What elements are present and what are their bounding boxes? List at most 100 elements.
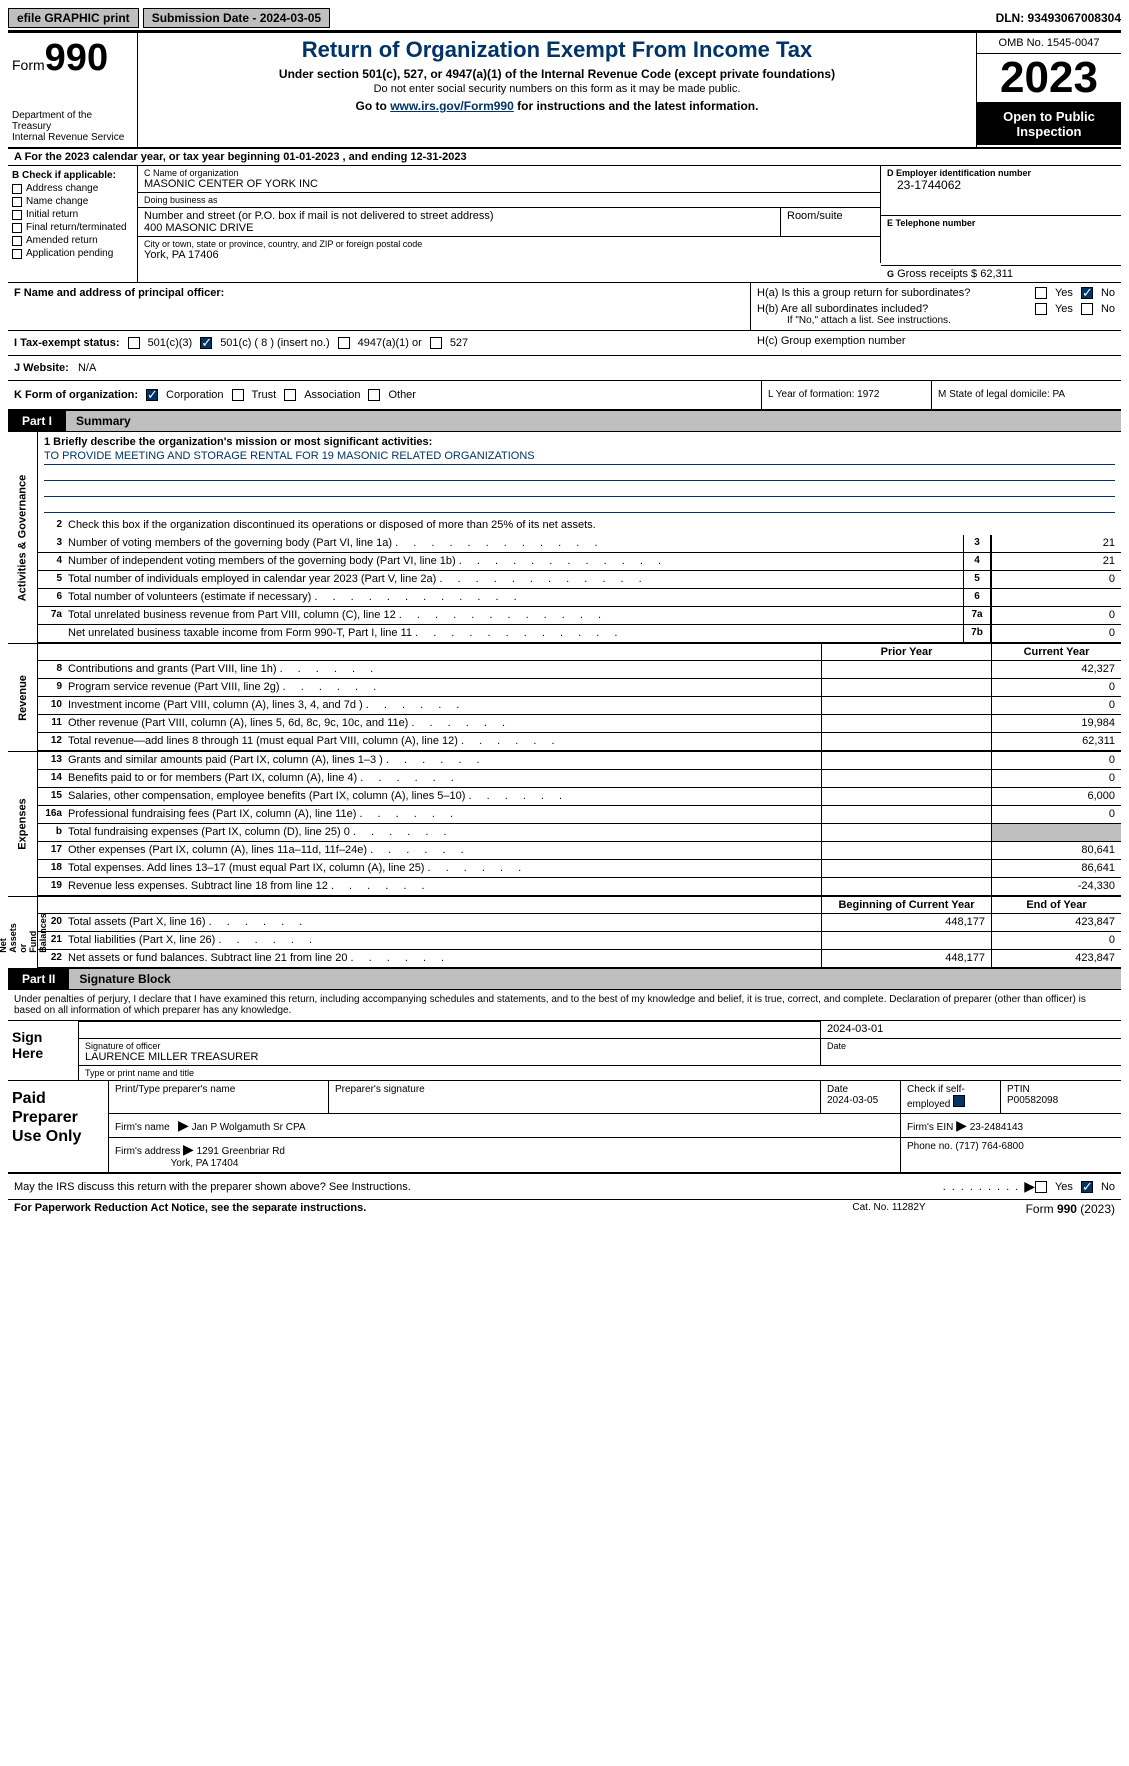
footer-left: For Paperwork Reduction Act Notice, see …	[14, 1202, 852, 1216]
part1-title: Summary	[66, 411, 1121, 431]
sign-here-label: Sign Here	[8, 1021, 78, 1080]
line2: Check this box if the organization disco…	[66, 517, 1121, 535]
sign-date: 2024-03-01	[827, 1023, 1115, 1035]
sign-date-label: Date	[827, 1041, 846, 1051]
ha-yes[interactable]	[1035, 287, 1047, 299]
city: York, PA 17406	[144, 249, 874, 261]
tax-year: 2023	[977, 54, 1121, 103]
firm-addr2: York, PA 17404	[171, 1158, 239, 1169]
prep-name-label: Print/Type preparer's name	[109, 1081, 329, 1113]
firm-phone: (717) 764-6800	[955, 1141, 1023, 1152]
end-year-hdr: End of Year	[991, 897, 1121, 913]
discuss-text: May the IRS discuss this return with the…	[14, 1181, 943, 1193]
chk-address[interactable]	[12, 184, 22, 194]
chk-initial[interactable]	[12, 210, 22, 220]
form-number: 990	[45, 37, 108, 79]
discuss-no[interactable]	[1081, 1181, 1093, 1193]
vtab-revenue: Revenue	[8, 644, 38, 751]
j-label: J Website:	[14, 362, 69, 374]
hb-yes[interactable]	[1035, 303, 1047, 315]
part2-title: Signature Block	[69, 969, 1121, 989]
dba-label: Doing business as	[144, 195, 874, 205]
chk-name[interactable]	[12, 197, 22, 207]
section-b-label: B Check if applicable:	[12, 170, 133, 181]
mission-blank1	[44, 465, 1115, 481]
efile-button[interactable]: efile GRAPHIC print	[8, 8, 139, 28]
hb-label: H(b) Are all subordinates included?	[757, 303, 1029, 315]
vtab-expenses: Expenses	[8, 752, 38, 896]
goto-post: for instructions and the latest informat…	[514, 99, 759, 113]
part2-header: Part II Signature Block	[8, 969, 1121, 989]
curr-year-hdr: Current Year	[991, 644, 1121, 660]
form-prefix: Form	[12, 57, 45, 73]
prep-date: 2024-03-05	[827, 1095, 894, 1106]
hb-note: If "No," attach a list. See instructions…	[757, 315, 1115, 326]
firm-name: Jan P Wolgamuth Sr CPA	[192, 1122, 306, 1133]
chk-pending[interactable]	[12, 249, 22, 259]
officer-name: LAURENCE MILLER TREASURER	[85, 1051, 814, 1063]
mission-blank3	[44, 497, 1115, 513]
section-bcd-grid: B Check if applicable: Address change Na…	[8, 166, 1121, 283]
i-label: I Tax-exempt status:	[14, 337, 120, 349]
chk-final[interactable]	[12, 223, 22, 233]
org-name: MASONIC CENTER OF YORK INC	[144, 178, 874, 190]
vtab-netassets: Net Assets or Fund Balances	[8, 897, 38, 968]
section-a: A For the 2023 calendar year, or tax yea…	[8, 147, 1121, 166]
k-label: K Form of organization:	[14, 389, 138, 401]
sig-officer-label: Signature of officer	[85, 1041, 160, 1051]
open-public-badge: Open to Public Inspection	[977, 103, 1121, 145]
discuss-yes[interactable]	[1035, 1181, 1047, 1193]
i-527[interactable]	[430, 337, 442, 349]
ha-no[interactable]	[1081, 287, 1093, 299]
dln: DLN: 93493067008304	[996, 11, 1121, 25]
part1-header: Part I Summary	[8, 411, 1121, 431]
e-label: E Telephone number	[887, 218, 1115, 228]
k-trust[interactable]	[232, 389, 244, 401]
sig-intro: Under penalties of perjury, I declare th…	[8, 989, 1121, 1021]
part2-tab: Part II	[8, 969, 69, 989]
section-m: M State of legal domicile: PA	[931, 381, 1121, 409]
mission-text: TO PROVIDE MEETING AND STORAGE RENTAL FO…	[44, 448, 1115, 465]
ptin: P00582098	[1007, 1095, 1115, 1106]
firm-ein: 23-2484143	[970, 1122, 1023, 1133]
hb-no[interactable]	[1081, 303, 1093, 315]
gross-receipts: Gross receipts $ 62,311	[897, 268, 1013, 280]
footer-form: 990	[1057, 1202, 1077, 1216]
top-bar: efile GRAPHIC print Submission Date - 20…	[8, 8, 1121, 32]
ein: 23-1744062	[887, 178, 1115, 192]
footer-cat: Cat. No. 11282Y	[852, 1202, 925, 1216]
part1-tab: Part I	[8, 411, 66, 431]
self-emp-chk[interactable]	[953, 1095, 965, 1107]
mission-blank2	[44, 481, 1115, 497]
i-501c3[interactable]	[128, 337, 140, 349]
website: N/A	[78, 362, 96, 374]
omb-number: OMB No. 1545-0047	[977, 33, 1121, 54]
city-label: City or town, state or province, country…	[144, 239, 874, 249]
f-label: F Name and address of principal officer:	[14, 287, 224, 299]
room-label: Room/suite	[787, 210, 874, 222]
i-501c[interactable]	[200, 337, 212, 349]
i-4947[interactable]	[338, 337, 350, 349]
irs-link[interactable]: www.irs.gov/Form990	[390, 99, 514, 113]
d-label: D Employer identification number	[887, 168, 1115, 178]
street-label: Number and street (or P.O. box if mail i…	[144, 210, 774, 222]
prior-year-hdr: Prior Year	[821, 644, 991, 660]
k-assoc[interactable]	[284, 389, 296, 401]
k-corp[interactable]	[146, 389, 158, 401]
k-other[interactable]	[368, 389, 380, 401]
vtab-governance: Activities & Governance	[8, 432, 38, 643]
prep-sig-label: Preparer's signature	[329, 1081, 821, 1113]
g-label: G	[887, 269, 894, 279]
ha-label: H(a) Is this a group return for subordin…	[757, 287, 1029, 299]
firm-addr1: 1291 Greenbriar Rd	[197, 1146, 285, 1157]
form-header: Form990 Department of the Treasury Inter…	[8, 32, 1121, 147]
submission-date: Submission Date - 2024-03-05	[143, 8, 330, 28]
hc-label: H(c) Group exemption number	[757, 335, 906, 347]
paid-preparer-label: Paid Preparer Use Only	[8, 1081, 108, 1172]
type-name-label: Type or print name and title	[79, 1066, 1121, 1080]
begin-year-hdr: Beginning of Current Year	[821, 897, 991, 913]
subtitle-2: Do not enter social security numbers on …	[146, 83, 968, 95]
goto-pre: Go to	[356, 99, 391, 113]
section-l: L Year of formation: 1972	[761, 381, 931, 409]
chk-amended[interactable]	[12, 236, 22, 246]
